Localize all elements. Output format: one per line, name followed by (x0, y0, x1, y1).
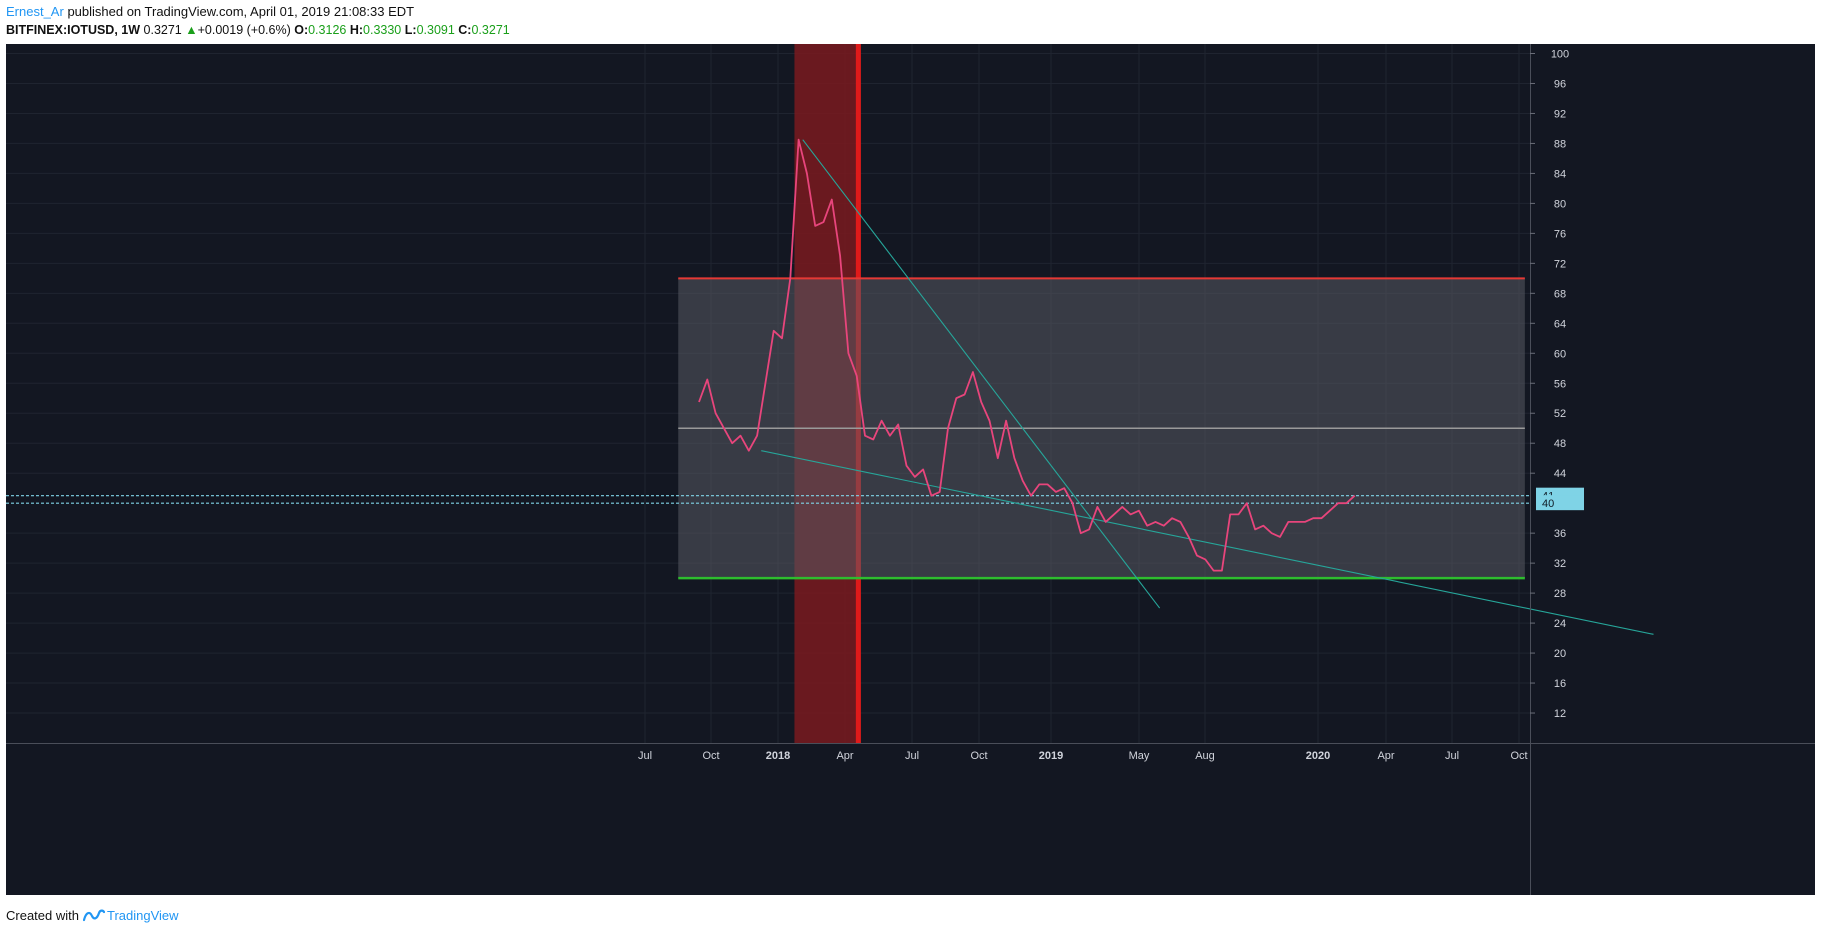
y-tick-label: 32 (1554, 558, 1566, 570)
y-tick-label: 16 (1554, 678, 1566, 690)
y-tick-label: 20 (1554, 648, 1566, 660)
y-tick-label: 72 (1554, 258, 1566, 270)
y-tick-label: 100 (1551, 48, 1569, 60)
y-tick-label: 76 (1554, 228, 1566, 240)
y-tick-label: 56 (1554, 378, 1566, 390)
high-label: H: (349, 23, 364, 37)
y-tick-label: 60 (1554, 348, 1566, 360)
symbol-label: BITFINEX:IOTUSD, 1W (6, 23, 141, 37)
x-tick-label: 2020 (1306, 750, 1330, 762)
x-tick-label: Jul (905, 750, 919, 762)
tradingview-brand: TradingView (106, 907, 179, 923)
x-tick-label: 2018 (766, 750, 790, 762)
y-tick-label: 48 (1554, 438, 1566, 450)
y-tick-label: 44 (1554, 468, 1566, 480)
chart-header: Ernest_Ar published on TradingView.com, … (6, 4, 1816, 38)
y-tick-label: 36 (1554, 528, 1566, 540)
y-tick-label: 84 (1554, 168, 1566, 180)
tradingview-link[interactable]: TradingView (82, 907, 179, 923)
y-tick-label: 24 (1554, 618, 1566, 630)
x-tick-label: 2019 (1039, 750, 1063, 762)
y-tick-label: 92 (1554, 108, 1566, 120)
price-label: 40 (1542, 498, 1554, 510)
x-tick-label: Oct (1510, 750, 1527, 762)
x-tick-label: Aug (1195, 750, 1215, 762)
price-label-bg (1536, 495, 1584, 511)
trend-line[interactable] (802, 139, 1161, 609)
trend-line[interactable] (761, 450, 1654, 635)
y-tick-label: 80 (1554, 198, 1566, 210)
y-tick-label: 68 (1554, 288, 1566, 300)
y-tick-label: 64 (1554, 318, 1566, 330)
x-tick-label: Apr (836, 750, 853, 762)
y-tick-label: 88 (1554, 138, 1566, 150)
author-link[interactable]: Ernest_Ar (6, 4, 64, 19)
publish-info: Ernest_Ar published on TradingView.com, … (6, 4, 414, 20)
price-series-line[interactable] (698, 138, 1356, 572)
price-change: +0.0019 (+0.6%) (197, 23, 291, 37)
published-text: published on TradingView.com, April 01, … (67, 4, 415, 19)
y-tick-label: 52 (1554, 408, 1566, 420)
x-tick-label: Oct (702, 750, 719, 762)
x-tick-label: Oct (970, 750, 987, 762)
y-tick-label: 12 (1554, 708, 1566, 720)
open-value: 0.3126 (308, 23, 347, 37)
created-with-text: Created with (6, 907, 79, 923)
last-price: 0.3271 (143, 23, 182, 37)
tradingview-logo-icon (82, 909, 105, 922)
x-tick-label: Jul (1445, 750, 1459, 762)
x-tick-label: Apr (1377, 750, 1394, 762)
low-value: 0.3091 (416, 23, 455, 37)
symbol-info: BITFINEX:IOTUSD, 1W 0.3271 ▲+0.0019 (+0.… (6, 22, 510, 38)
high-value: 0.3330 (363, 23, 402, 37)
open-label: O: (294, 23, 309, 37)
close-label: C: (458, 23, 472, 37)
change-arrow-icon: ▲ (185, 23, 198, 37)
y-tick-label: 28 (1554, 588, 1566, 600)
footer: Created with TradingView (6, 905, 179, 925)
chart-frame[interactable]: 100 96 92 88 84 80 76 72 68 64 60 56 52 48 44 36 32 28 24 2… (6, 44, 1815, 895)
price-chart[interactable]: 100 96 92 88 84 80 76 72 68 64 60 56 52 48 44 36 32 28 24 2… (6, 44, 1815, 895)
low-label: L: (404, 23, 417, 37)
close-value: 0.3271 (471, 23, 510, 37)
x-tick-label: Jul (638, 750, 652, 762)
y-tick-label: 96 (1554, 78, 1566, 90)
x-tick-label: May (1129, 750, 1150, 762)
